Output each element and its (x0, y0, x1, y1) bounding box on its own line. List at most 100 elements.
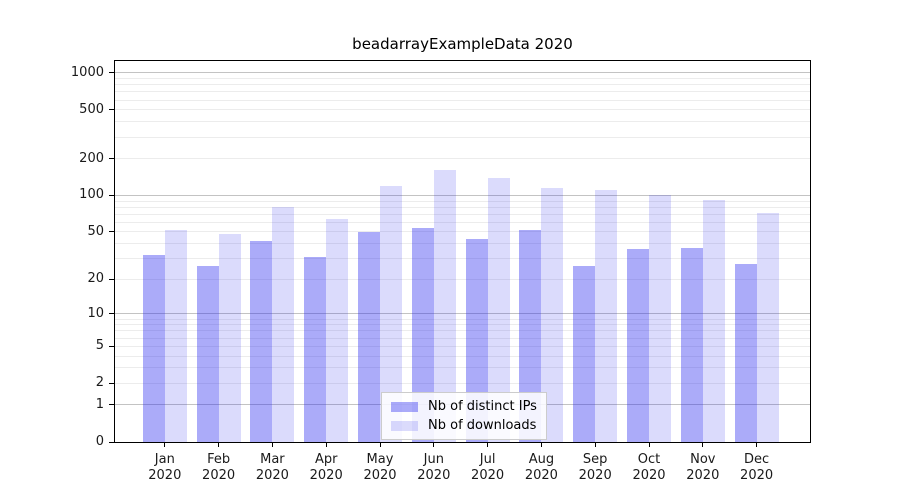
x-tick-label-apr: Apr 2020 (309, 452, 343, 483)
minor-gridline (115, 109, 810, 111)
minor-gridline (115, 337, 810, 339)
x-tick-mark (540, 443, 542, 447)
bar-ips-sep (573, 265, 596, 442)
x-tick-mark (164, 443, 166, 447)
minor-gridline (115, 206, 810, 208)
y-tick-label-1000: 1000 (70, 64, 104, 80)
y-tick-mark (109, 72, 114, 74)
bar-downloads-nov (702, 199, 725, 442)
y-tick-mark (109, 194, 114, 196)
x-tick-label-mar: Mar 2020 (255, 452, 289, 483)
bar-downloads-jun (433, 169, 456, 442)
plot-area: Nb of distinct IPs Nb of downloads (114, 60, 811, 443)
x-tick-mark (325, 443, 327, 447)
y-tick-mark (109, 231, 114, 233)
x-tick-label-jun: Jun 2020 (417, 452, 451, 483)
bar-downloads-dec (756, 212, 779, 442)
y-tick-label-50: 50 (87, 223, 104, 239)
x-tick-label-dec: Dec 2020 (740, 452, 774, 483)
bar-downloads-jan (164, 229, 187, 442)
gridlines-layer (115, 61, 810, 442)
bar-downloads-apr (326, 219, 349, 442)
minor-gridline (115, 121, 810, 123)
minor-gridline (115, 330, 810, 332)
legend-row-downloads: Nb of downloads (391, 419, 537, 432)
y-tick-label-5: 5 (95, 338, 104, 354)
minor-gridline (115, 324, 810, 326)
chart-title: beadarrayExampleData 2020 (352, 35, 573, 53)
bar-ips-jul (465, 238, 488, 442)
legend: Nb of distinct IPs Nb of downloads (381, 392, 547, 440)
x-tick-label-oct: Oct 2020 (632, 452, 666, 483)
y-tick-mark (109, 345, 114, 347)
x-tick-mark (594, 443, 596, 447)
bar-downloads-aug (541, 188, 564, 442)
y-tick-label-200: 200 (79, 150, 104, 166)
minor-gridline (115, 91, 810, 93)
major-gridline (115, 72, 810, 74)
minor-gridline (115, 318, 810, 320)
bar-downloads-mar (272, 207, 295, 442)
bar-ips-aug (519, 229, 542, 442)
x-tick-mark (379, 443, 381, 447)
legend-label-downloads: Nb of downloads (428, 418, 537, 433)
x-tick-mark (218, 443, 220, 447)
x-tick-mark (271, 443, 273, 447)
minor-gridline (115, 258, 810, 260)
y-tick-label-2: 2 (95, 375, 104, 391)
bar-downloads-jul (487, 177, 510, 442)
x-tick-mark (487, 443, 489, 447)
x-tick-label-feb: Feb 2020 (202, 452, 236, 483)
major-gridline (115, 313, 810, 315)
y-tick-mark (109, 313, 114, 315)
bar-ips-mar (250, 241, 273, 442)
y-tick-mark (109, 382, 114, 384)
minor-gridline (115, 136, 810, 138)
minor-gridline (115, 355, 810, 357)
y-tick-mark (109, 404, 114, 406)
minor-gridline (115, 221, 810, 223)
minor-gridline (115, 213, 810, 215)
bar-downloads-sep (595, 190, 618, 442)
legend-swatch-distinct-ips (391, 401, 418, 412)
bars-layer (115, 61, 810, 442)
bar-ips-apr (304, 256, 327, 442)
minor-gridline (115, 345, 810, 347)
minor-gridline (115, 382, 810, 384)
major-gridline (115, 194, 810, 196)
x-tick-mark (433, 443, 435, 447)
minor-gridline (115, 158, 810, 160)
minor-gridline (115, 278, 810, 280)
bar-ips-jun (411, 227, 434, 442)
x-tick-label-aug: Aug 2020 (524, 452, 558, 483)
y-tick-mark (109, 441, 114, 443)
minor-gridline (115, 200, 810, 202)
bar-ips-feb (196, 265, 219, 442)
legend-label-distinct-ips: Nb of distinct IPs (428, 399, 537, 414)
minor-gridline (115, 99, 810, 101)
x-tick-mark (648, 443, 650, 447)
y-tick-mark (109, 158, 114, 160)
x-tick-label-may: May 2020 (363, 452, 397, 483)
bar-ips-dec (734, 264, 757, 442)
x-tick-mark (756, 443, 758, 447)
bar-downloads-feb (218, 234, 241, 442)
y-tick-mark (109, 278, 114, 280)
bar-ips-may (358, 231, 380, 442)
y-tick-label-1: 1 (95, 396, 104, 412)
y-tick-label-100: 100 (79, 187, 104, 203)
legend-row-distinct-ips: Nb of distinct IPs (391, 400, 537, 413)
minor-gridline (115, 367, 810, 369)
x-tick-label-nov: Nov 2020 (686, 452, 720, 483)
minor-gridline (115, 231, 810, 233)
x-tick-mark (702, 443, 704, 447)
minor-gridline (115, 243, 810, 245)
minor-gridline (115, 78, 810, 80)
y-tick-label-0: 0 (95, 434, 104, 449)
y-tick-label-500: 500 (79, 101, 104, 117)
y-tick-label-10: 10 (87, 305, 104, 321)
x-tick-label-jan: Jan 2020 (148, 452, 182, 483)
y-tick-mark (109, 109, 114, 111)
bar-downloads-oct (649, 195, 671, 442)
